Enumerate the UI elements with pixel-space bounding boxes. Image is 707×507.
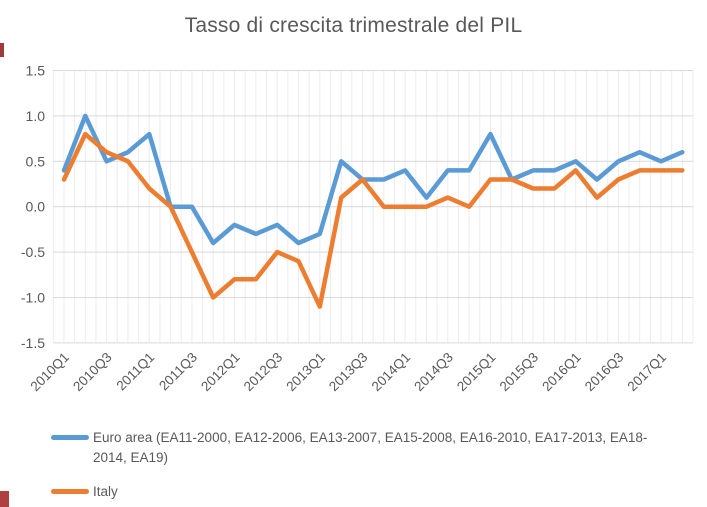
y-axis-tick-label: 1.5 <box>26 63 46 79</box>
x-axis-tick-label: 2012Q1 <box>198 350 243 395</box>
y-axis-tick-label: -1.0 <box>21 290 45 306</box>
y-axis-tick-label: 1.0 <box>26 108 46 124</box>
x-axis-tick-label: 2016Q1 <box>539 350 584 395</box>
y-axis-tick-label: -0.5 <box>21 244 45 260</box>
legend-label-euro-area: Euro area (EA11-2000, EA12-2006, EA13-20… <box>93 430 648 465</box>
legend-item-italy[interactable]: Italy <box>51 482 118 502</box>
euro-area-series-line[interactable] <box>61 113 685 246</box>
y-axis-tick-label: 0.5 <box>26 153 46 169</box>
x-axis-tick-label: 2011Q1 <box>114 350 158 394</box>
italy-series-line[interactable] <box>61 131 685 309</box>
screen-edge-artifact-bottom <box>0 491 9 507</box>
y-axis-tick-label: -1.5 <box>21 335 45 351</box>
x-axis-tick-label: 2013Q1 <box>283 350 328 395</box>
x-axis-tick-label: 2013Q3 <box>326 350 371 395</box>
legend-item-euro-area[interactable]: Euro area (EA11-2000, EA12-2006, EA13-20… <box>51 428 668 467</box>
italy-line-swatch <box>51 489 89 494</box>
screen-edge-artifact-top <box>0 43 4 57</box>
x-axis-tick-label: 2010Q1 <box>28 350 73 395</box>
legend-label-italy: Italy <box>93 484 118 499</box>
x-axis-tick-label: 2010Q3 <box>70 350 115 395</box>
x-axis-tick-label: 2012Q3 <box>241 350 286 395</box>
y-axis-tick-label: 0.0 <box>26 199 46 215</box>
x-axis-tick-label: 2016Q3 <box>582 350 627 395</box>
x-axis-tick-label: 2015Q3 <box>497 350 542 395</box>
x-axis-tick-label: 2017Q1 <box>625 350 670 395</box>
x-axis-tick-label: 2015Q1 <box>454 350 499 395</box>
x-axis-tick-label: 2011Q3 <box>156 350 200 394</box>
x-axis-tick-label: 2014Q1 <box>369 350 414 395</box>
x-axis-tick-label: 2014Q3 <box>411 350 456 395</box>
chart-title: Tasso di crescita trimestrale del PIL <box>184 14 523 37</box>
plot-area: 1.51.00.50.0-0.5-1.0-1.52010Q12010Q32011… <box>21 63 694 395</box>
euro-area-line-swatch <box>51 435 89 440</box>
